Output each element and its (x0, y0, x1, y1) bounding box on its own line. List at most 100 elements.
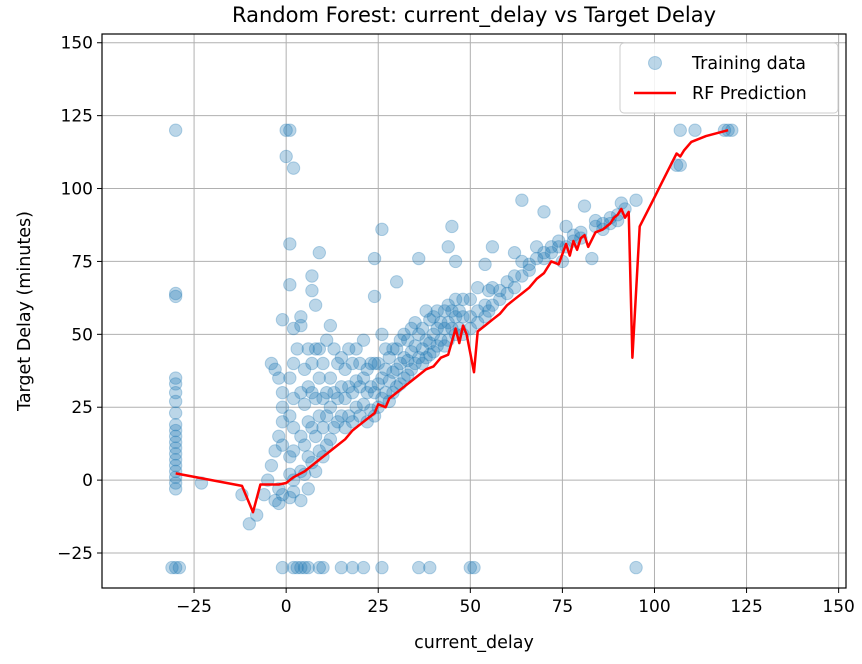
scatter-point (308, 464, 323, 479)
scatter-point (688, 123, 702, 137)
scatter-point (305, 356, 319, 371)
scatter-point (264, 356, 279, 371)
scatter-point (412, 251, 426, 266)
scatter-point (463, 310, 478, 324)
scatter-point (338, 420, 352, 435)
scatter-point (301, 380, 315, 394)
scatter-point (168, 476, 183, 490)
scatter-point (529, 240, 544, 254)
scatter-point (419, 304, 433, 318)
scatter-point (279, 123, 293, 137)
scatter-point (412, 560, 426, 575)
scatter-point (507, 245, 522, 260)
scatter-point (478, 310, 492, 324)
scatter-point (268, 444, 282, 458)
scatter-point (338, 391, 352, 406)
scatter-point (448, 292, 463, 307)
scatter-point (168, 286, 183, 301)
scatter-point (404, 345, 419, 359)
scatter-point (463, 292, 478, 307)
scatter-point (294, 318, 308, 333)
scatter-point (286, 485, 301, 499)
legend: Training data RF Prediction (619, 42, 839, 114)
scatter-point (294, 493, 308, 508)
scatter-point (367, 251, 382, 266)
scatter-point (272, 482, 286, 496)
scatter-point (301, 415, 315, 429)
scatter-point (323, 432, 338, 446)
x-tick-label: 0 (281, 597, 292, 617)
scatter-point (430, 339, 444, 353)
scatter-point (286, 420, 301, 435)
scatter-point (327, 420, 341, 435)
scatter-point (168, 429, 183, 444)
scatter-point (389, 342, 404, 356)
scatter-point (378, 362, 393, 377)
scatter-point (312, 409, 327, 423)
scatter-point (434, 315, 448, 330)
scatter-point (485, 298, 500, 312)
scatter-point (168, 482, 183, 496)
scatter-point (283, 278, 297, 292)
scatter-point (261, 473, 275, 487)
scatter-point (386, 365, 400, 379)
scatter-point (301, 342, 315, 356)
scatter-point (334, 380, 349, 394)
scatter-point (349, 400, 363, 414)
scatter-point (448, 254, 463, 269)
scatter-point (242, 517, 257, 531)
y-tick-label: 25 (71, 398, 93, 418)
scatter-point (264, 458, 279, 473)
scatter-point (294, 429, 308, 444)
scatter-point (378, 385, 393, 400)
scatter-point (275, 385, 290, 400)
scatter-point (485, 280, 500, 295)
scatter-point (577, 199, 592, 213)
scatter-point (629, 193, 643, 207)
scatter-point (331, 391, 345, 406)
scatter-point (356, 371, 371, 385)
scatter-point (371, 356, 385, 371)
scatter-point (500, 275, 514, 289)
scatter-point (168, 435, 183, 449)
x-axis-ticks: −25 0 25 50 75 100 125 150 (176, 588, 855, 617)
scatter-point (404, 321, 419, 336)
scatter-point (507, 269, 522, 283)
scatter-point (342, 342, 356, 356)
scatter-point (375, 327, 389, 342)
scatter-point (360, 385, 374, 400)
scatter-point (331, 415, 345, 429)
scatter-point (353, 356, 367, 371)
scatter-point (478, 257, 492, 272)
scatter-point (168, 453, 183, 467)
scatter-point (364, 356, 378, 371)
scatter-point (437, 304, 452, 318)
scatter-point (423, 348, 437, 362)
scatter-point (441, 240, 455, 254)
scatter-point (268, 362, 282, 377)
scatter-point (430, 321, 444, 336)
scatter-point (393, 333, 408, 347)
scatter-point (467, 560, 481, 575)
scatter-point (673, 158, 687, 172)
scatter-point (294, 310, 308, 324)
scatter-point (286, 161, 301, 175)
scatter-point (283, 409, 297, 423)
scatter-point (721, 123, 735, 137)
scatter-point (283, 450, 297, 464)
scatter-point (168, 423, 183, 438)
scatter-point (426, 310, 441, 324)
scatter-point (316, 560, 330, 575)
scatter-point (305, 269, 319, 283)
scatter-point (393, 356, 408, 371)
scatter-point (401, 368, 415, 382)
x-tick-label: 75 (552, 597, 574, 617)
scatter-point (353, 380, 367, 394)
scatter-point (319, 438, 334, 452)
scatter-point (463, 560, 478, 575)
scatter-point (356, 560, 371, 575)
scatter-point (338, 362, 352, 377)
scatter-point (323, 371, 338, 385)
scatter-point (426, 345, 441, 359)
legend-box (619, 42, 839, 114)
